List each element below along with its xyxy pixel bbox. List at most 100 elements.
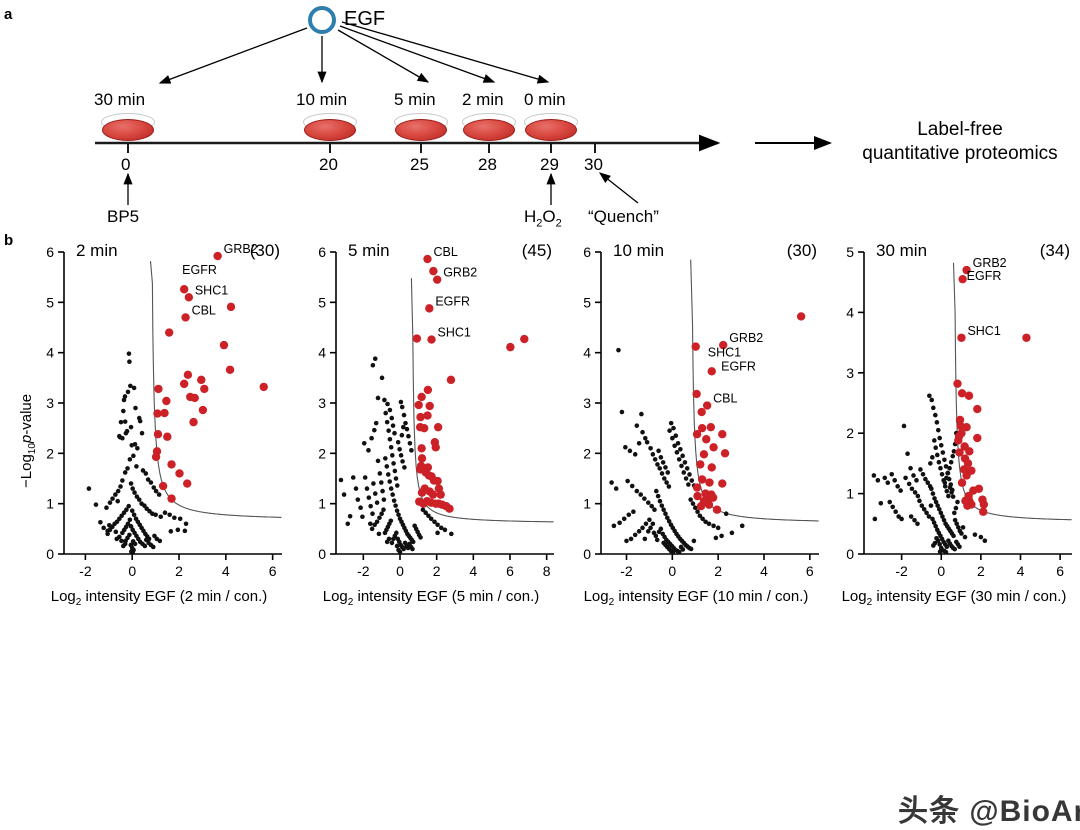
data-point (662, 476, 667, 481)
x-tick-label: 2 (977, 563, 985, 579)
data-point (937, 549, 943, 554)
watermark: 头条 @BioArt (898, 795, 1080, 828)
data-point (658, 455, 664, 460)
data-point (617, 520, 622, 526)
significant-data-point (979, 507, 988, 516)
data-point (376, 531, 382, 537)
volcano-svg-0: 0 1 2 3 4 5 6 -2 0 2 4 6 GRB2 EGFR SHC1 CBL 2 min (30) (46, 241, 282, 579)
data-point (947, 485, 953, 490)
significant-data-point (691, 342, 700, 351)
data-point (937, 435, 942, 441)
data-point (947, 465, 952, 471)
plot-title: 2 min (76, 241, 118, 260)
data-point (400, 459, 405, 464)
data-point (932, 438, 937, 443)
data-point (729, 530, 735, 536)
tick-label-28: 28 (478, 155, 497, 174)
background-points (871, 393, 988, 555)
data-point (649, 503, 655, 509)
data-point (136, 497, 142, 502)
x-tick-label: -2 (895, 563, 908, 579)
data-point (674, 450, 680, 455)
data-point (959, 531, 964, 536)
data-point (157, 538, 163, 544)
data-point (928, 503, 934, 508)
data-point (713, 535, 719, 541)
data-point (127, 359, 132, 365)
outcome-line-2: quantitative proteomics (862, 142, 1058, 164)
data-point (390, 492, 395, 497)
y-tick-label: 4 (846, 304, 854, 320)
significant-data-point (213, 251, 222, 261)
significant-data-point (718, 479, 727, 488)
significant-data-point (225, 365, 235, 374)
data-point (951, 449, 957, 454)
significant-data-point (446, 375, 456, 385)
data-point (121, 397, 127, 403)
significant-data-point (696, 460, 705, 469)
data-point (632, 532, 638, 538)
cell-dish-5min (394, 113, 448, 141)
y-tick-label: 2 (46, 445, 54, 461)
arrow-to-5min (337, 29, 430, 83)
data-point (151, 485, 157, 490)
data-point (885, 480, 891, 486)
panel-b-volcano-plots: b −Log10p-value 0 1 2 3 4 5 6 -2 0 2 4 6 GRB2 EGFR SHC… (0, 228, 1080, 828)
significant-data-point (957, 333, 966, 342)
x-tick-label: -2 (357, 563, 370, 579)
y-tick-label: 6 (46, 244, 54, 260)
data-point (125, 389, 131, 395)
data-point (672, 443, 677, 449)
data-point (668, 420, 674, 426)
data-point (391, 498, 397, 503)
data-point (906, 481, 912, 487)
significance-threshold-curve (690, 259, 819, 522)
data-point (432, 519, 437, 525)
data-point (935, 503, 940, 508)
data-point (919, 503, 925, 508)
data-point (675, 440, 681, 446)
egf-label: EGF (344, 8, 386, 30)
significant-data-point (719, 340, 728, 350)
data-point (368, 521, 373, 527)
significant-data-point (197, 375, 206, 385)
data-point (338, 477, 344, 483)
data-point (104, 505, 109, 510)
data-point (383, 410, 388, 416)
data-point (695, 509, 700, 515)
tick-label-30: 30 (584, 155, 603, 174)
gene-label-SHC1: SHC1 (195, 283, 228, 297)
data-point (915, 521, 920, 527)
gene-label-EGFR: EGFR (967, 269, 1002, 283)
data-point (692, 505, 698, 510)
plot-title: 10 min (613, 241, 664, 260)
significant-data-point (958, 274, 967, 284)
data-point (908, 465, 913, 471)
y-tick-label: 0 (846, 546, 854, 562)
plot-title: 30 min (876, 241, 927, 260)
significant-data-point (415, 497, 424, 506)
data-point (634, 488, 640, 494)
y-tick-label: 6 (583, 244, 591, 260)
data-point (946, 493, 951, 499)
x-tick-label: 0 (668, 563, 676, 579)
data-point (667, 428, 672, 433)
data-point (939, 471, 945, 477)
significant-data-point (702, 401, 712, 410)
data-point (158, 514, 164, 520)
data-point (655, 493, 661, 499)
data-point (406, 433, 411, 439)
significant-data-point (414, 400, 423, 410)
data-point (393, 476, 399, 481)
significant-data-point (200, 384, 209, 394)
significant-data-point (692, 483, 702, 492)
annotation-bp5: BP5 (107, 207, 140, 226)
background-points (86, 351, 189, 555)
y-tick-label: 3 (46, 395, 54, 411)
data-point (629, 483, 635, 489)
significant-data-point (175, 469, 184, 478)
data-point (115, 498, 121, 504)
data-point (449, 531, 454, 537)
data-point (944, 475, 949, 481)
data-point (182, 528, 188, 534)
